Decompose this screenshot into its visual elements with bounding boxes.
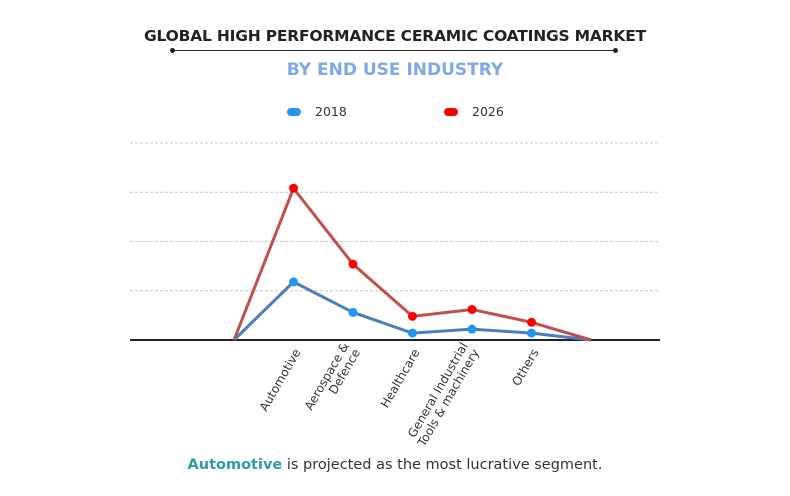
data-point-2026 bbox=[527, 317, 536, 327]
footer-text: is projected as the most lucrative segme… bbox=[282, 457, 603, 473]
data-point-2026 bbox=[467, 304, 477, 314]
title-divider bbox=[170, 48, 618, 53]
data-point-2026 bbox=[348, 259, 358, 269]
data-point-2026 bbox=[289, 183, 298, 193]
data-point-2018 bbox=[467, 324, 477, 334]
data-point-2018 bbox=[408, 328, 417, 338]
legend-item-2018: 2018 bbox=[287, 104, 347, 119]
data-point-2018 bbox=[527, 328, 536, 338]
x-tick-label: Others bbox=[509, 347, 541, 389]
data-point-2026 bbox=[408, 311, 417, 321]
x-tick-label-line: Automotive bbox=[257, 347, 304, 414]
legend-label: 2018 bbox=[315, 104, 347, 119]
footer-highlight: Automotive bbox=[187, 457, 283, 473]
legend-swatch bbox=[444, 107, 458, 116]
legend-swatch bbox=[287, 107, 301, 116]
legend-label: 2026 bbox=[472, 104, 504, 119]
x-tick-label: Automotive bbox=[257, 347, 304, 414]
data-point-2018 bbox=[289, 277, 298, 287]
chart-title: GLOBAL HIGH PERFORMANCE CERAMIC COATINGS… bbox=[144, 27, 646, 45]
chart-subtitle: BY END USE INDUSTRY bbox=[286, 60, 504, 80]
legend-item-2026: 2026 bbox=[444, 104, 504, 119]
x-tick-label: Aerospace &Defence bbox=[302, 340, 363, 419]
x-tick-label: Healthcare bbox=[378, 347, 423, 411]
data-point-2018 bbox=[348, 307, 358, 317]
x-tick-label-line: Healthcare bbox=[378, 347, 423, 411]
footer-caption: Automotive is projected as the most lucr… bbox=[0, 457, 790, 473]
x-tick-label-line: Others bbox=[509, 347, 541, 389]
